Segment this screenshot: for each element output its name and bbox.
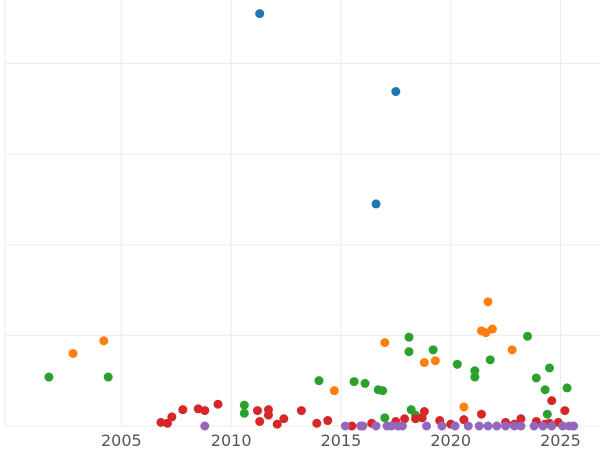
x-tick-labels: 2005 2010 2015 2020 2025	[101, 431, 581, 450]
data-point	[349, 377, 359, 387]
data-point	[558, 421, 568, 431]
data-point	[255, 416, 265, 426]
data-point	[360, 378, 370, 388]
data-point	[329, 386, 339, 396]
data-point	[391, 87, 401, 97]
x-tick-label: 2025	[540, 431, 581, 450]
data-point	[378, 386, 388, 396]
data-point	[99, 336, 109, 346]
data-point	[380, 338, 390, 348]
data-point	[400, 414, 410, 424]
data-point	[463, 421, 473, 431]
data-point	[529, 421, 539, 431]
data-point	[397, 421, 407, 431]
data-point	[481, 328, 491, 338]
data-point	[542, 409, 552, 419]
data-point	[476, 409, 486, 419]
data-point	[507, 345, 517, 355]
series-2	[68, 297, 517, 412]
data-point	[371, 421, 381, 431]
data-point	[404, 332, 414, 342]
data-point	[296, 406, 306, 416]
data-point	[162, 418, 172, 428]
data-point	[340, 421, 350, 431]
data-point	[483, 297, 493, 307]
data-point	[569, 421, 579, 431]
data-point	[272, 419, 282, 429]
data-point	[44, 372, 54, 382]
data-point	[483, 421, 493, 431]
data-point	[422, 421, 432, 431]
data-point	[470, 366, 480, 376]
data-point	[474, 421, 484, 431]
data-point	[470, 372, 480, 382]
data-point	[538, 421, 548, 431]
data-point	[314, 376, 324, 386]
data-point	[213, 399, 223, 409]
data-point	[200, 421, 210, 431]
data-point	[239, 400, 249, 410]
data-point	[68, 348, 78, 358]
data-point	[386, 421, 396, 431]
series-1	[255, 9, 401, 209]
data-point	[540, 385, 550, 395]
grid-lines	[4, 0, 600, 427]
x-tick-label: 2010	[211, 431, 252, 450]
data-point	[263, 405, 273, 415]
data-points	[44, 9, 579, 431]
data-point	[358, 421, 368, 431]
data-point	[437, 421, 447, 431]
data-point	[380, 413, 390, 423]
data-point	[560, 406, 570, 416]
data-point	[523, 331, 533, 341]
data-point	[501, 421, 511, 431]
data-point	[255, 9, 265, 19]
data-point	[200, 406, 210, 416]
data-point	[419, 406, 429, 416]
data-point	[279, 414, 289, 424]
data-point	[516, 421, 526, 431]
data-point	[323, 416, 333, 426]
data-point	[492, 421, 502, 431]
series-3	[44, 331, 572, 423]
data-point	[487, 324, 497, 334]
data-point	[545, 363, 555, 373]
data-point	[547, 396, 557, 406]
data-point	[459, 415, 469, 425]
data-point	[430, 356, 440, 366]
data-point	[428, 345, 438, 355]
x-tick-label: 2020	[430, 431, 471, 450]
data-point	[452, 359, 462, 369]
data-point	[167, 412, 177, 422]
data-point	[312, 418, 322, 428]
data-point	[404, 347, 414, 357]
data-point	[103, 372, 113, 382]
series-5	[200, 421, 579, 431]
data-point	[371, 199, 381, 209]
data-point	[239, 408, 249, 418]
data-point	[411, 414, 421, 424]
data-point	[485, 355, 495, 365]
data-point	[562, 383, 572, 393]
x-tick-label: 2005	[101, 431, 142, 450]
data-point	[178, 405, 188, 415]
data-point	[252, 406, 262, 416]
data-point	[509, 421, 519, 431]
x-tick-label: 2015	[321, 431, 362, 450]
data-point	[347, 421, 357, 431]
data-point	[156, 417, 166, 427]
data-point	[459, 402, 469, 412]
data-point	[516, 414, 526, 424]
data-point	[419, 358, 429, 368]
data-point	[531, 373, 541, 383]
data-point	[547, 421, 557, 431]
data-point	[450, 421, 460, 431]
